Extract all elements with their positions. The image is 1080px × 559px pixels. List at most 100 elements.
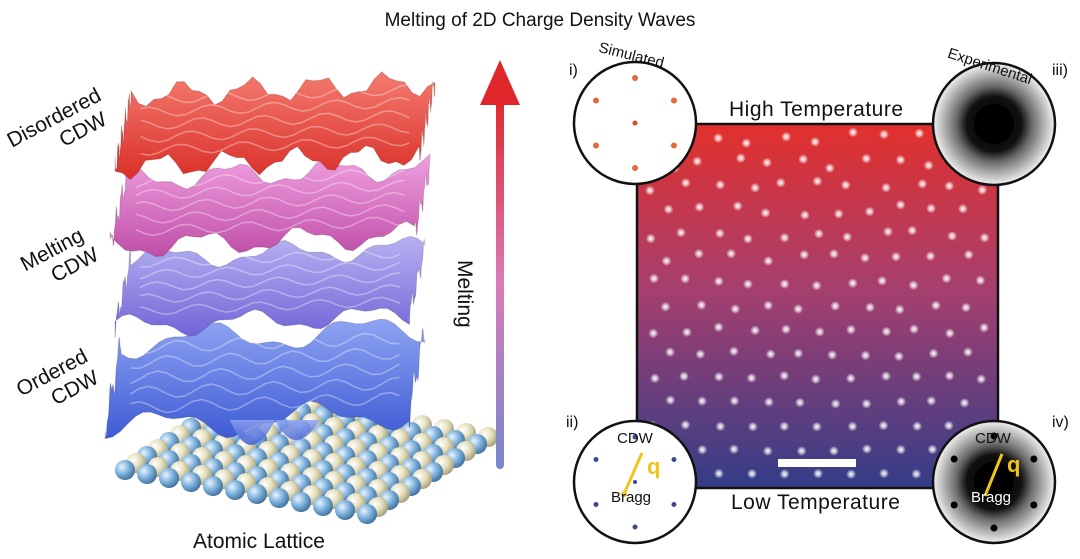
cdw-spot [881, 182, 892, 193]
atom [159, 468, 179, 488]
cdw-spot [747, 421, 758, 432]
layer-melting [109, 152, 431, 258]
cdw-spot [930, 300, 941, 311]
cdw-spot [908, 280, 919, 291]
bragg-label-left: Bragg [611, 489, 652, 506]
cdw-spot [861, 444, 872, 454]
cdw-spot [713, 276, 724, 287]
cdw-spot [976, 374, 987, 385]
diffraction-peak [950, 501, 958, 509]
cdw-spot [741, 138, 752, 149]
cdw-spot [957, 203, 968, 214]
arrow-head [480, 60, 520, 105]
cdw-spot [714, 228, 725, 239]
cdw-spot [830, 398, 841, 409]
diffraction-peak [671, 457, 677, 462]
cdw-spot [846, 324, 856, 335]
cdw-spot [665, 395, 676, 406]
cdw-spot [779, 279, 790, 289]
cdw-spot [909, 324, 919, 335]
q-label-right: q [1007, 452, 1021, 477]
cdw-spot [911, 371, 922, 382]
cdw-spot [713, 322, 724, 333]
diffraction-peak [671, 502, 677, 507]
cdw-spot [814, 326, 825, 337]
cdw-spot [941, 273, 952, 284]
q-label-left: q [647, 454, 661, 479]
cdw-spot [879, 468, 889, 479]
cdw-spot [695, 349, 706, 360]
cdw-spot [944, 181, 955, 191]
cdw-spot [943, 420, 954, 431]
cdw-spot [860, 252, 870, 263]
diffraction-peak [990, 432, 998, 440]
cdw-spot [730, 304, 741, 314]
inset-experimental-low [931, 419, 1057, 545]
diffraction-peak [1030, 455, 1038, 463]
cdw-spot [847, 421, 858, 432]
cdw-spot [679, 371, 689, 382]
q-vector-left [622, 452, 644, 495]
cdw-spot [746, 373, 757, 383]
cdw-spot [879, 129, 889, 140]
cdw-spot [979, 232, 990, 243]
diffraction-peak [670, 142, 677, 149]
atom [203, 476, 223, 496]
cdw-spot [811, 280, 822, 291]
cdw-spot [713, 468, 724, 479]
layer-transition [114, 235, 426, 339]
cdw-spot [794, 397, 805, 408]
inset-simulated [572, 60, 698, 186]
cdw-spot [680, 177, 691, 188]
cdw-spot [877, 275, 888, 286]
cdw-spot [894, 304, 905, 315]
cdw-spot [713, 371, 724, 382]
inset-iv-label: iv) [1052, 414, 1069, 431]
high-temperature-label: High Temperature [729, 98, 904, 121]
lattice-label: Atomic Lattice [193, 530, 325, 553]
cdw-spot [781, 131, 792, 142]
cdw-spot [861, 398, 872, 409]
cdw-spot [765, 349, 776, 360]
cdw-spot [735, 153, 746, 164]
inset-i-label: i) [569, 62, 578, 79]
cdw-spot [810, 136, 821, 147]
cdw-spot [762, 157, 772, 168]
cdw-spot [665, 347, 675, 358]
cdw-spot [813, 228, 824, 239]
cdw-spot [925, 251, 936, 262]
cdw-spot [848, 127, 859, 138]
diffraction-peak [593, 142, 600, 149]
cdw-spot [962, 347, 973, 358]
diffraction-peak [950, 455, 958, 463]
cdw-spot [692, 156, 703, 167]
cdw-spot [713, 133, 724, 144]
cdw-spot [959, 397, 970, 408]
diffraction-peak [593, 97, 600, 104]
atom [181, 472, 201, 492]
diffraction-peak [593, 502, 599, 507]
cdw-spot [681, 327, 692, 338]
inset-simulated-low [572, 419, 698, 545]
cdw-spot [923, 160, 934, 171]
cdw-spot [830, 301, 841, 311]
cdw-spot [715, 179, 726, 190]
cdw-spot [895, 199, 906, 210]
cdw-spot [828, 445, 839, 456]
cdw-spot [896, 396, 907, 407]
atom [335, 500, 355, 520]
cdw-spot [793, 348, 804, 359]
cdw-spot [779, 469, 790, 479]
cdw-spot [914, 128, 925, 139]
cdw-spot [680, 273, 691, 284]
diffraction-peak [632, 434, 638, 440]
cdw-spot [728, 346, 739, 357]
cdw-spot [799, 249, 810, 260]
cdw-spot [895, 444, 906, 455]
cdw-spot [926, 395, 937, 406]
cdw-spot [696, 300, 707, 311]
atom [247, 484, 267, 504]
cdw-spot [793, 304, 804, 314]
cdw-spot [697, 396, 708, 407]
cdw-spot [799, 210, 810, 221]
